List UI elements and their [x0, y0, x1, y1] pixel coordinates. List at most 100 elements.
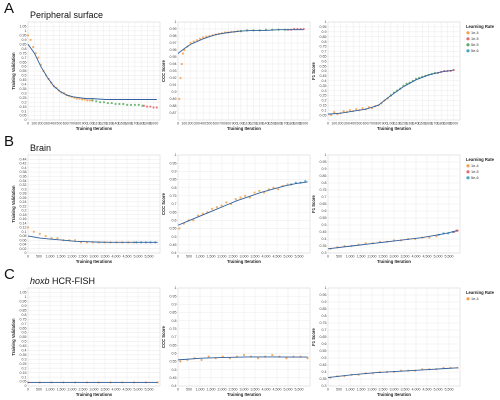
point-A1-5e-5 [122, 102, 125, 106]
point-A1-5e-5 [114, 102, 117, 106]
x-tick-label-A1: 1,900 [143, 122, 152, 126]
x-tick-label-C3: 0 [327, 388, 329, 392]
point-A2-1e-4 [202, 36, 205, 39]
x-tick-label-A2: 1,100 [243, 122, 252, 126]
point-B2-1e-4 [253, 191, 256, 194]
x-tick-label-B1: 0 [27, 255, 29, 259]
y-tick-label-A2: 0.97 [170, 41, 177, 45]
y-tick-label-C1: 1.05 [20, 291, 27, 295]
point-A1-5e-5 [129, 103, 133, 106]
y-tick-label-B1: 0.04 [20, 243, 27, 247]
y-tick-label-A2: 0.93 [170, 69, 177, 73]
x-tick-label-B1: 500 [36, 255, 42, 259]
x-tick-label-C3: 1,500 [357, 388, 366, 392]
y-tick-label-C2: 0.85 [170, 311, 177, 315]
point-A3-1e-4 [333, 111, 336, 114]
y-tick-label-C1: 0.75 [20, 317, 27, 321]
point-A3-1e-5 [452, 68, 455, 72]
point-B1-1e-4 [74, 239, 77, 242]
y-tick-label-C3: 0.3 [322, 384, 327, 388]
x-tick-label-A1: 600 [63, 122, 69, 126]
point-B2-1e-4 [211, 207, 214, 210]
x-tick-label-A1: 1,400 [112, 122, 121, 126]
y-tick-label-A1: 0.8 [22, 47, 27, 51]
point-A1-5e-5 [137, 103, 140, 106]
y-tick-label-C2: 0.5 [172, 368, 177, 372]
y-tick-label-B3: 0.65 [320, 202, 327, 206]
x-tick-label-A2: 600 [213, 122, 219, 126]
point-B2-1e-4 [178, 227, 181, 230]
x-tick-label-B2: 3,500 [251, 255, 260, 259]
y-tick-label-C1: 0.35 [20, 353, 27, 357]
y-tick-label-C1: 0.55 [20, 335, 27, 339]
x-tick-label-A1: 1,100 [93, 122, 102, 126]
y-tick-label-B3: 0.45 [320, 230, 327, 234]
legend-label-1e-4: 1e-4 [471, 164, 479, 168]
y-axis-label-B3: F1 Score [311, 194, 316, 212]
x-tick-label-C1: 500 [36, 388, 42, 392]
y-tick-label-A2: 0.96 [170, 48, 177, 52]
y-tick-label-C1: 0.6 [22, 331, 27, 335]
legend-swatch-5e-5 [466, 43, 470, 47]
y-tick-label-B1: 0.32 [20, 183, 27, 187]
point-A2-1e-4 [192, 40, 195, 43]
panel-title-a-text: Peripheral surface [30, 10, 104, 20]
x-tick-label-A2: 200 [188, 122, 194, 126]
point-B2-1e-4 [192, 219, 195, 222]
y-tick-label-A3: 0.95 [320, 25, 327, 29]
point-C2-1e-4 [207, 355, 210, 358]
x-tick-label-A1: 1,000 [86, 122, 95, 126]
point-A2-1e-4 [180, 62, 183, 66]
point-C2-1e-4 [285, 357, 288, 360]
x-tick-label-A3: 300 [344, 122, 350, 126]
x-tick-label-B2: 2,000 [218, 255, 227, 259]
y-tick-label-C1: 0.45 [20, 344, 27, 348]
y-tick-label-C3: 1 [325, 286, 327, 290]
y-tick-label-A3: 0.2 [322, 99, 327, 103]
x-tick-label-C2: 2,500 [229, 388, 238, 392]
panel-letter-a: A [4, 0, 15, 17]
trend-line-B1 [27, 235, 158, 243]
x-tick-label-C2: 3,000 [240, 388, 249, 392]
y-tick-label-B1: 0.38 [20, 170, 27, 174]
y-tick-label-B3: 0.3 [322, 251, 327, 255]
y-axis-label-A1: Training Validation [11, 52, 16, 90]
x-tick-label-C1: 3,500 [101, 388, 110, 392]
y-tick-label-B3: 0.8 [322, 181, 327, 185]
y-tick-label-C1: 0.4 [22, 349, 27, 353]
panel-title-a: Peripheral surface [30, 10, 103, 20]
y-axis-label-B2: CCC Score [161, 192, 166, 215]
x-tick-label-A2: 1,700 [280, 122, 289, 126]
x-tick-label-A2: 500 [206, 122, 212, 126]
x-tick-label-C2: 0 [177, 388, 179, 392]
y-tick-label-B1: 0.24 [20, 200, 27, 204]
point-C2-1e-4 [257, 357, 260, 360]
x-tick-label-A2: 1,200 [249, 122, 258, 126]
x-tick-label-A3: 500 [356, 122, 362, 126]
y-tick-label-A1: 0.5 [22, 74, 27, 78]
point-B2-1e-4 [196, 214, 200, 217]
y-tick-label-A3: 0.35 [320, 84, 327, 88]
x-tick-label-A2: 300 [194, 122, 200, 126]
point-C2-1e-4 [271, 353, 274, 357]
y-tick-label-A2: 0.99 [170, 27, 177, 31]
legend-swatch-5e-6 [466, 176, 470, 180]
y-tick-label-C3: 0.4 [322, 370, 327, 374]
x-tick-label-C1: 4,500 [123, 388, 132, 392]
point-B2-1e-4 [239, 196, 242, 199]
y-tick-label-B1: 0.08 [20, 234, 27, 238]
trend-line-A3 [327, 69, 454, 115]
point-B1-1e-4 [38, 232, 41, 235]
x-tick-label-B2: 500 [186, 255, 192, 259]
x-tick-label-A3: 400 [350, 122, 356, 126]
point-A1-5e-5 [106, 101, 109, 105]
x-tick-label-B1: 5,500 [145, 255, 154, 259]
y-tick-label-B3: 0.85 [320, 174, 327, 178]
x-tick-label-A2: 0 [177, 122, 179, 126]
point-A2-1e-4 [178, 97, 181, 101]
x-tick-label-A2: 1,400 [262, 122, 271, 126]
x-tick-label-C1: 2,000 [68, 388, 77, 392]
y-tick-label-C1: 0.9 [22, 304, 27, 308]
y-tick-label-A2: 0.94 [170, 62, 177, 66]
